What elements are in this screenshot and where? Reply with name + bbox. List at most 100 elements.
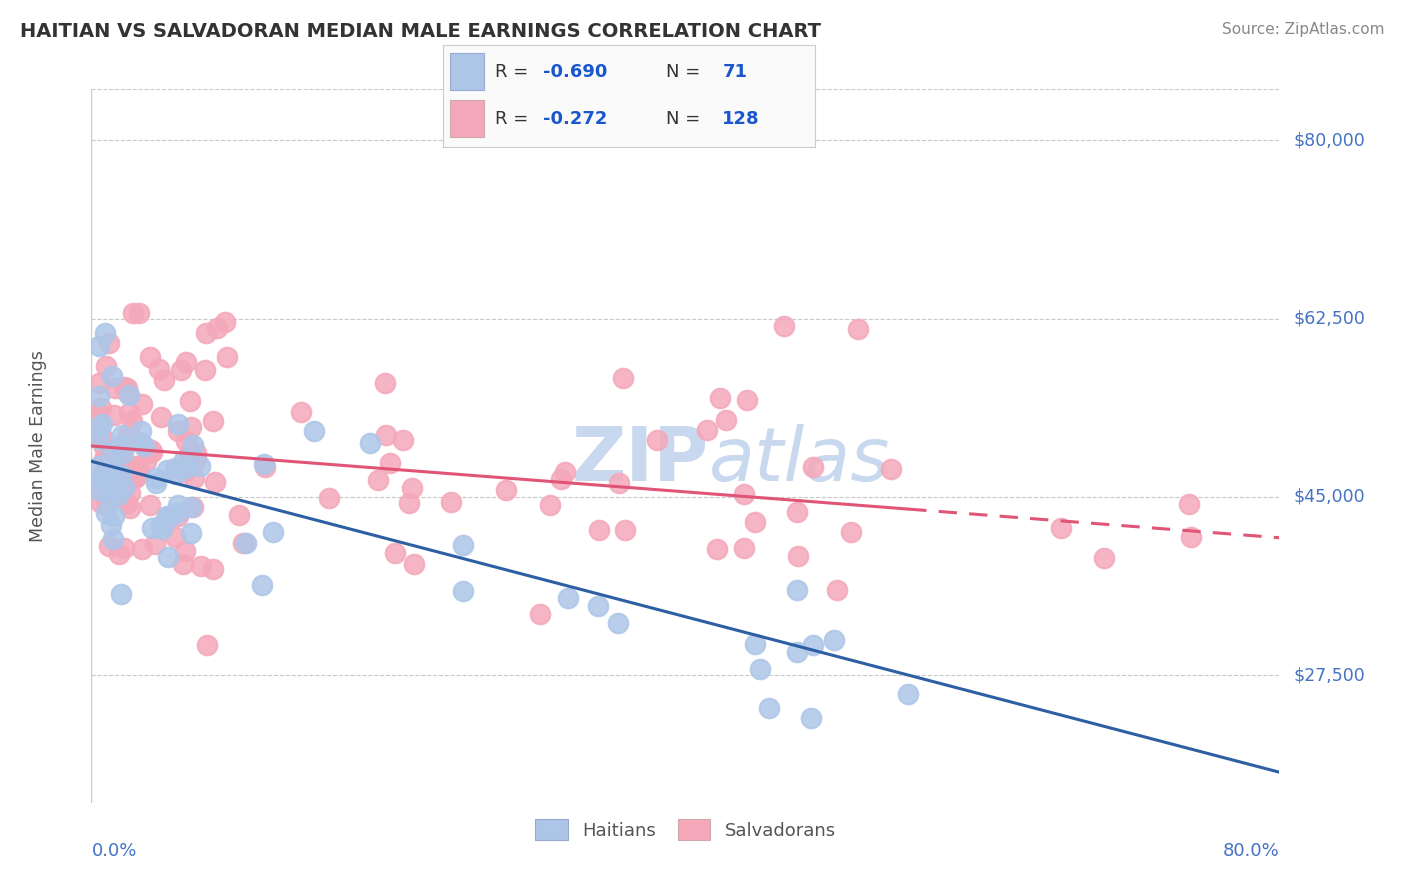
Point [87, 389, 110, 403]
Text: ZIP: ZIP [572, 424, 709, 497]
Point [150, 517, 173, 532]
Point [90, 496, 112, 510]
Text: Median Male Earnings: Median Male Earnings [30, 350, 46, 542]
Point [107, 488, 129, 502]
Point [550, 472, 572, 486]
Point [87, 429, 110, 443]
Text: -0.272: -0.272 [544, 110, 607, 128]
Point [706, 542, 728, 557]
Point [384, 546, 406, 560]
Point [880, 462, 903, 476]
Point [100, 517, 122, 532]
Point [103, 508, 125, 523]
Point [87, 339, 110, 353]
Point [131, 541, 153, 556]
Point [202, 561, 225, 575]
Point [318, 491, 340, 505]
Point [165, 467, 187, 481]
Point [607, 475, 630, 490]
Point [786, 645, 808, 659]
Point [614, 524, 637, 538]
Point [94, 490, 117, 504]
Point [839, 524, 862, 539]
Point [401, 481, 423, 495]
Point [744, 516, 766, 530]
Point [709, 392, 731, 406]
Text: $27,500: $27,500 [1294, 666, 1365, 684]
Point [90, 401, 112, 415]
Point [166, 506, 188, 520]
Point [180, 525, 202, 540]
Point [554, 465, 576, 479]
Point [115, 381, 138, 395]
Point [214, 315, 236, 329]
Point [148, 362, 170, 376]
Point [380, 456, 402, 470]
Point [138, 498, 160, 512]
Point [607, 615, 630, 630]
Point [87, 420, 110, 434]
Legend: Haitians, Salvadorans: Haitians, Salvadorans [529, 812, 842, 847]
Point [205, 321, 228, 335]
Point [87, 429, 110, 443]
Point [128, 459, 150, 474]
Text: 80.0%: 80.0% [1223, 842, 1279, 860]
Point [87, 376, 110, 391]
Point [112, 541, 135, 555]
Point [98, 335, 121, 350]
Point [302, 424, 325, 438]
Point [87, 430, 110, 444]
Point [87, 483, 110, 498]
Point [117, 384, 139, 399]
Point [165, 530, 187, 544]
Point [180, 500, 202, 515]
Point [101, 467, 124, 482]
Point [93, 452, 115, 467]
Point [157, 510, 180, 524]
Point [367, 473, 389, 487]
Bar [450, 53, 484, 90]
Point [170, 363, 193, 377]
Point [117, 428, 139, 442]
Point [101, 471, 124, 485]
Point [87, 459, 110, 474]
Text: R =: R = [495, 62, 534, 81]
Point [96, 499, 118, 513]
Point [100, 445, 122, 459]
Point [114, 380, 136, 394]
Point [179, 394, 201, 409]
Point [529, 607, 551, 622]
Point [91, 470, 114, 484]
Point [204, 475, 226, 489]
Point [100, 463, 122, 477]
Point [374, 376, 396, 391]
Point [166, 424, 188, 438]
Point [190, 559, 212, 574]
Point [897, 688, 920, 702]
Point [156, 463, 179, 477]
Point [131, 397, 153, 411]
Point [825, 582, 848, 597]
Point [586, 599, 609, 613]
Point [173, 452, 195, 467]
Point [696, 423, 718, 437]
Point [773, 319, 796, 334]
Point [129, 436, 152, 450]
Point [176, 355, 198, 369]
Point [110, 438, 132, 452]
Point [786, 583, 808, 598]
Point [235, 536, 257, 550]
Point [145, 471, 167, 485]
Point [290, 405, 312, 419]
Point [262, 524, 284, 539]
Text: N =: N = [666, 110, 706, 128]
Point [131, 425, 153, 439]
Point [107, 548, 129, 562]
Text: atlas: atlas [709, 425, 890, 496]
Text: 0.0%: 0.0% [91, 842, 136, 860]
Point [714, 413, 737, 427]
Point [108, 475, 131, 489]
Text: N =: N = [666, 62, 706, 81]
Text: -0.690: -0.690 [544, 62, 607, 81]
Point [1180, 530, 1202, 544]
